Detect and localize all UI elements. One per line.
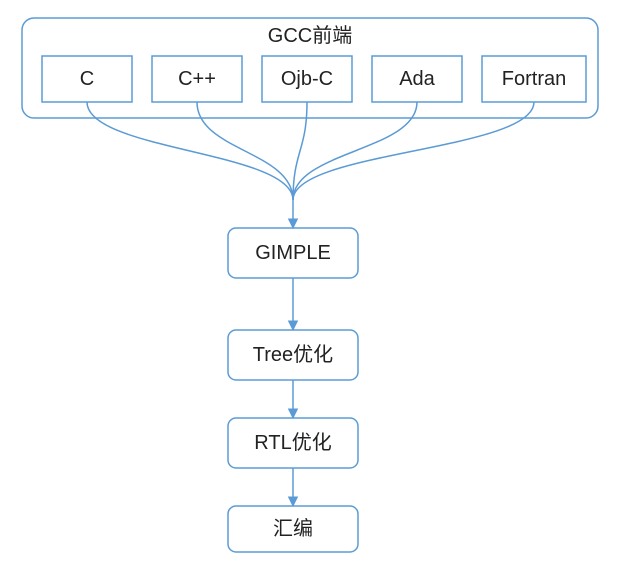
frontend-label-c: C xyxy=(80,68,94,90)
frontend-label-objc: Ojb-C xyxy=(281,68,333,90)
frontend-label-fortran: Fortran xyxy=(502,68,566,90)
gcc-pipeline-diagram: GCC前端 C C++ Ojb-C Ada Fortran GIMPLE Tree优化 RTL优… xyxy=(0,0,619,564)
stage-label-asm: 汇编 xyxy=(273,517,313,540)
stage-label-gimple: GIMPLE xyxy=(255,242,331,264)
frontend-label-ada: Ada xyxy=(399,68,435,90)
stage-label-tree: Tree优化 xyxy=(253,343,333,366)
stage-label-rtl: RTL优化 xyxy=(254,431,331,454)
gcc-frontend-title: GCC前端 xyxy=(268,24,352,47)
frontend-label-cpp: C++ xyxy=(178,68,216,90)
